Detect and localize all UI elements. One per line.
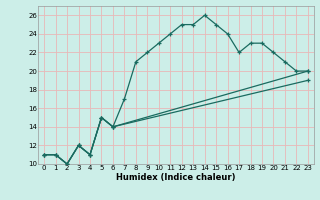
- X-axis label: Humidex (Indice chaleur): Humidex (Indice chaleur): [116, 173, 236, 182]
